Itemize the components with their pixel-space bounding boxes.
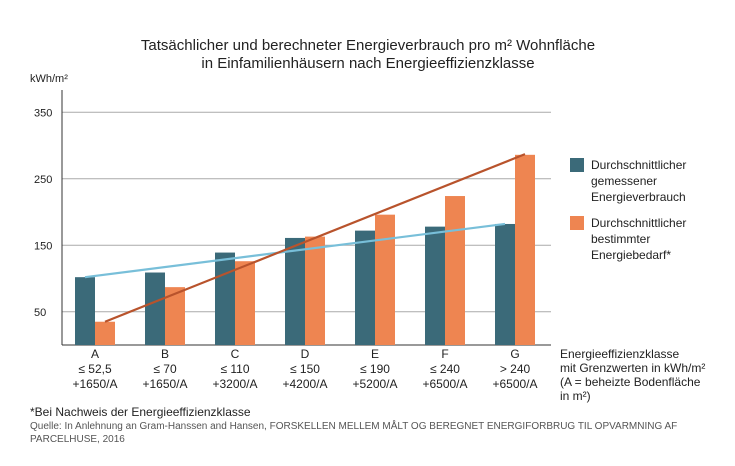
chart-title: in Einfamilienhäusern nach Energieeffizi… [201, 55, 534, 72]
bar-measured [145, 272, 165, 345]
x-tick-label: ≤ 150 [290, 362, 320, 376]
legend-label: gemessener [591, 174, 657, 188]
x-tick-label: B [161, 347, 169, 361]
legend-label: Durchschnittlicher [591, 158, 686, 172]
x-tick-label: ≤ 190 [360, 362, 390, 376]
x-tick-label: +6500/A [492, 377, 537, 391]
x-tick-label: +4200/A [282, 377, 327, 391]
x-tick-label: +1650/A [142, 377, 187, 391]
bar-measured [215, 252, 235, 345]
x-tick-label: +3200/A [212, 377, 257, 391]
y-axis-label: kWh/m² [30, 73, 68, 85]
x-tick-label: E [371, 347, 379, 361]
legend-label: Energiebedarf* [591, 248, 671, 262]
trendline-measured [84, 222, 506, 279]
bar-calculated [375, 214, 395, 345]
x-tick-label: +1650/A [72, 377, 117, 391]
x-tick-label: ≤ 70 [153, 362, 177, 376]
bar-measured [75, 277, 95, 345]
x-tick-label: A [91, 347, 99, 361]
legend-swatch [570, 158, 584, 172]
y-tick-label: 350 [34, 107, 52, 119]
legend-label: Durchschnittlicher [591, 216, 686, 230]
bar-calculated [95, 321, 115, 345]
bar-measured [425, 226, 445, 345]
x-axis-label: (A = beheizte Bodenfläche [560, 375, 701, 389]
footnote: *Bei Nachweis der Energieeffizienzklasse [30, 405, 251, 419]
x-tick-label: +5200/A [352, 377, 397, 391]
bar-calculated [165, 287, 185, 345]
x-tick-label: > 240 [500, 362, 531, 376]
trendline-calculated [104, 153, 526, 323]
y-tick-label: 50 [34, 307, 46, 319]
x-tick-label: C [231, 347, 240, 361]
y-tick-label: 250 [34, 174, 52, 186]
x-axis-label: mit Grenzwerten in kWh/m² [560, 361, 705, 375]
bar-calculated [515, 154, 535, 345]
legend-swatch [570, 216, 584, 230]
chart-title: Tatsächlicher und berechneter Energiever… [141, 37, 595, 54]
x-tick-label: G [510, 347, 519, 361]
x-tick-label: F [441, 347, 448, 361]
x-tick-label: D [301, 347, 310, 361]
x-axis-label: in m²) [560, 389, 591, 403]
x-tick-label: ≤ 110 [220, 362, 249, 376]
x-axis-label: Energieeffizienzklasse [560, 347, 680, 361]
legend-label: bestimmter [591, 232, 650, 246]
bar-measured [355, 230, 375, 345]
bar-measured [285, 237, 305, 345]
x-tick-label: ≤ 240 [430, 362, 460, 376]
y-tick-label: 150 [34, 240, 52, 252]
bar-calculated [305, 236, 325, 345]
x-tick-label: ≤ 52,5 [78, 362, 112, 376]
bar-measured [495, 223, 515, 345]
bar-calculated [235, 261, 255, 345]
source: Quelle: In Anlehnung an Gram-Hanssen and… [30, 421, 678, 445]
legend-label: Energieverbrauch [591, 190, 686, 204]
bar-calculated [445, 196, 465, 345]
x-tick-label: +6500/A [422, 377, 467, 391]
